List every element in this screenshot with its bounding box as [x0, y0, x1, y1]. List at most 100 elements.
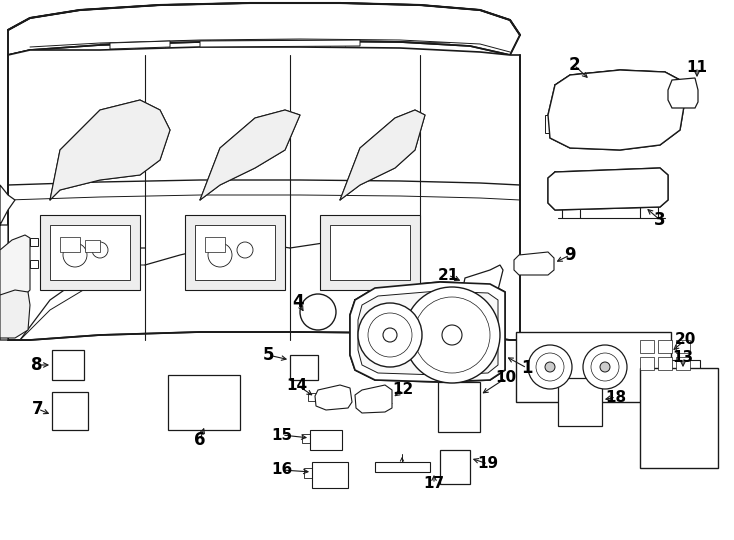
Bar	[302, 434, 311, 443]
Bar	[565, 95, 645, 130]
Bar	[50, 225, 130, 280]
Circle shape	[60, 401, 80, 421]
Bar	[466, 279, 478, 289]
Text: 19: 19	[477, 456, 498, 471]
Circle shape	[414, 297, 490, 373]
Bar	[545, 115, 557, 133]
Bar	[55, 395, 85, 427]
Bar	[383, 296, 391, 302]
Bar	[650, 360, 700, 370]
Bar	[5, 265, 23, 277]
Polygon shape	[200, 110, 300, 200]
Polygon shape	[0, 185, 15, 340]
Circle shape	[591, 353, 619, 381]
Bar	[57, 396, 65, 403]
Bar	[168, 375, 240, 430]
Bar	[52, 392, 88, 430]
Bar	[290, 355, 318, 380]
Circle shape	[528, 345, 572, 389]
Text: 13: 13	[672, 350, 694, 366]
Circle shape	[358, 303, 422, 367]
Bar	[205, 237, 225, 252]
Bar	[648, 171, 658, 177]
Text: 8: 8	[32, 356, 43, 374]
Polygon shape	[315, 385, 352, 410]
Bar	[304, 468, 313, 478]
Text: 10: 10	[495, 370, 517, 386]
Bar	[172, 379, 185, 400]
Text: 16: 16	[272, 462, 293, 477]
Bar	[332, 465, 344, 485]
Polygon shape	[200, 40, 360, 47]
Circle shape	[315, 309, 321, 315]
Circle shape	[442, 325, 462, 345]
Bar	[30, 260, 38, 268]
Polygon shape	[50, 100, 170, 200]
Bar	[678, 378, 706, 438]
Polygon shape	[0, 290, 30, 338]
Text: 2: 2	[568, 56, 580, 74]
Circle shape	[365, 391, 383, 409]
Bar	[60, 237, 80, 252]
Circle shape	[303, 297, 333, 327]
Bar	[461, 385, 477, 407]
Circle shape	[583, 345, 627, 389]
Bar	[85, 240, 100, 252]
Bar	[420, 296, 428, 302]
Circle shape	[92, 242, 108, 258]
Polygon shape	[462, 265, 503, 300]
Text: 12: 12	[393, 382, 414, 397]
Bar	[206, 404, 219, 425]
Bar	[316, 465, 330, 485]
Polygon shape	[8, 47, 520, 340]
Bar	[375, 462, 430, 472]
Polygon shape	[110, 41, 170, 49]
Circle shape	[311, 305, 325, 319]
Circle shape	[404, 287, 500, 383]
Bar	[57, 418, 65, 425]
Text: 9: 9	[564, 246, 575, 264]
Circle shape	[383, 328, 397, 342]
Bar	[294, 359, 314, 376]
Bar	[676, 395, 692, 409]
Circle shape	[600, 362, 610, 372]
Circle shape	[64, 405, 76, 417]
Bar	[312, 462, 348, 488]
Bar	[308, 393, 318, 401]
Bar	[189, 379, 202, 400]
Bar	[648, 395, 670, 409]
Bar	[185, 215, 285, 290]
Text: 6: 6	[195, 431, 206, 449]
Polygon shape	[0, 235, 30, 298]
Bar	[395, 296, 403, 302]
Bar	[330, 225, 410, 280]
Bar	[555, 178, 660, 203]
Bar	[378, 360, 487, 368]
Bar	[527, 260, 531, 264]
Circle shape	[299, 363, 309, 373]
Circle shape	[63, 243, 87, 267]
Text: 11: 11	[686, 59, 708, 75]
Bar	[558, 378, 602, 426]
Circle shape	[68, 409, 72, 413]
Bar	[223, 379, 236, 400]
Bar	[534, 260, 538, 264]
Bar	[314, 433, 326, 447]
Bar	[440, 450, 470, 484]
Circle shape	[327, 391, 341, 405]
Polygon shape	[8, 3, 520, 55]
Bar	[658, 340, 672, 353]
Polygon shape	[350, 282, 505, 382]
Circle shape	[336, 473, 340, 477]
Circle shape	[300, 294, 336, 330]
Circle shape	[368, 313, 412, 357]
Bar	[644, 378, 674, 438]
Text: 18: 18	[606, 389, 627, 404]
Polygon shape	[355, 385, 392, 413]
Bar	[206, 379, 219, 400]
Polygon shape	[340, 110, 425, 200]
Bar	[640, 368, 718, 468]
Bar	[658, 357, 672, 370]
Text: 7: 7	[32, 400, 44, 418]
Bar	[5, 302, 23, 320]
